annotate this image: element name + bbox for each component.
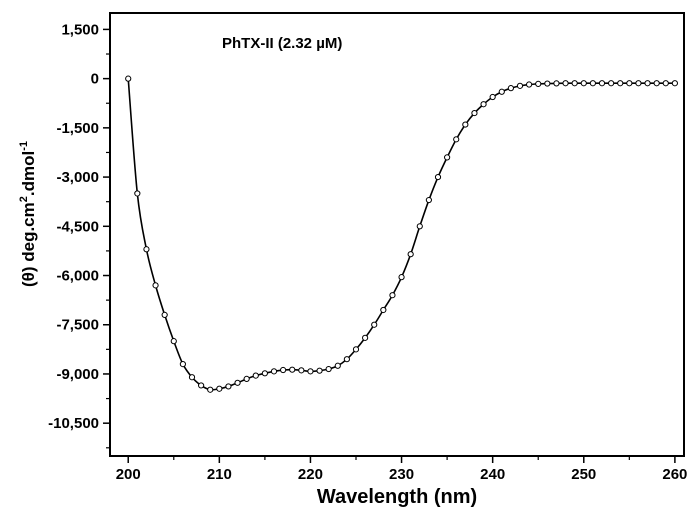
y-tick-label: 1,500 [61,21,99,38]
plot-marks [125,75,678,393]
data-point [243,375,250,382]
data-point [398,274,405,281]
data-point [234,379,241,386]
y-tick-label: -3,000 [56,169,99,186]
data-point [471,109,478,117]
data-point [270,368,278,375]
data-point [188,374,196,381]
data-point [125,75,132,82]
data-point [161,311,168,318]
data-point [343,356,350,363]
data-point [516,82,524,89]
data-point [298,367,305,374]
data-point [535,80,542,87]
data-point [434,173,442,181]
y-axis-title-mid: .dmol [19,151,38,196]
data-point [608,80,615,87]
data-point [498,88,505,95]
x-axis: 200 210 220 230 240 250 260 [116,456,687,483]
data-point [316,367,323,374]
x-tick-label: 230 [389,466,414,483]
data-point [207,386,214,393]
y-axis-title: (θ) deg.cm2.dmol-1 [18,141,38,287]
data-point [653,80,660,87]
data-point [526,81,533,88]
plot-frame [109,12,685,457]
data-point [252,372,259,379]
y-tick-label: -4,500 [56,218,99,235]
y-tick-label: -10,500 [48,415,99,432]
data-point [626,80,633,87]
data-point [170,338,177,345]
data-point [198,382,205,389]
data-point [416,223,423,230]
x-tick-label: 200 [116,466,141,483]
x-tick-label: 220 [298,466,323,483]
data-point [325,365,332,373]
y-tick-label: -6,000 [56,268,99,285]
data-point [662,80,669,87]
data-point [453,136,460,143]
data-point [562,80,569,87]
y-tick-label: 0 [91,71,99,88]
data-point [179,361,186,368]
data-point [389,292,396,299]
data-point [644,80,651,87]
y-tick-label: -1,500 [56,120,99,137]
data-point [334,362,341,369]
data-point [362,334,369,341]
data-point [589,80,596,87]
data-point [225,383,232,390]
data-point [261,370,268,377]
data-point [352,346,360,353]
data-point [635,80,642,87]
data-point [216,385,223,392]
y-axis-title-sup2: -1 [18,141,30,151]
data-point [143,246,150,253]
x-tick-label: 240 [480,466,505,483]
x-tick-label: 260 [662,466,687,483]
data-point [380,306,387,314]
data-point [134,190,141,197]
data-point [580,80,587,87]
data-point [598,80,606,87]
data-point [480,101,487,108]
x-axis-title: Wavelength (nm) [317,486,477,508]
y-axis: 1,500 0 -1,500 -3,000 -4,500 -6,000 -7,500 -9,0… [48,21,110,449]
data-point [571,80,578,87]
y-tick-label: -7,500 [56,317,99,334]
x-tick-label: 250 [571,466,596,483]
data-point [280,366,287,374]
data-point [307,368,314,375]
x-tick-label: 210 [207,466,232,483]
data-point [444,154,451,161]
data-point [553,80,560,87]
y-axis-title-sup1: 2 [18,196,30,202]
series-line [127,78,675,391]
y-tick-label: -9,000 [56,366,99,383]
data-point [544,80,551,87]
data-point [462,121,469,128]
data-point [425,196,432,204]
data-point [617,80,624,87]
data-point [507,85,514,92]
data-point [371,321,378,328]
data-point [407,251,414,258]
data-point [289,366,296,373]
y-axis-title-main: (θ) deg.cm [19,202,38,287]
data-point [671,80,678,87]
chart-annotation: PhTX-II (2.32 µM) [222,35,342,52]
data-point [152,282,159,289]
data-point [489,93,496,101]
